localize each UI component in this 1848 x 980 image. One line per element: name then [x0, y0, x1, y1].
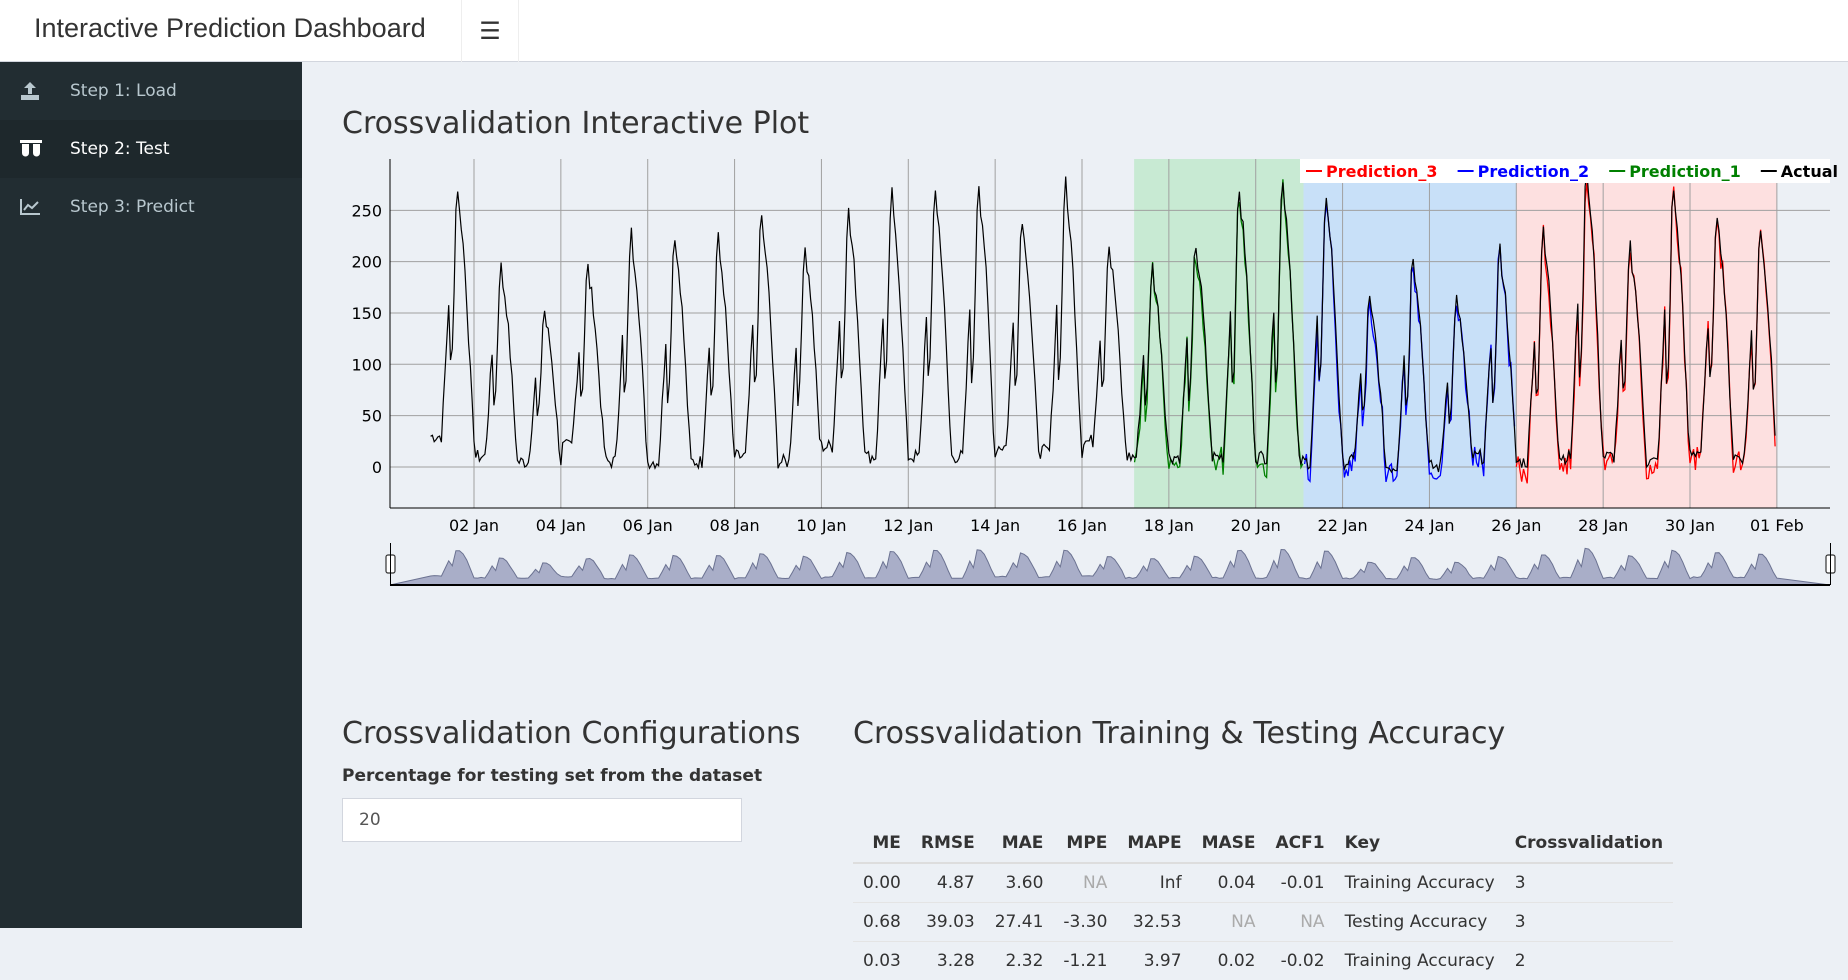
- table-cell: 32.53: [1117, 903, 1191, 942]
- top-header: Interactive Prediction Dashboard ☰: [0, 0, 1848, 62]
- sidebar-item-load[interactable]: Step 1: Load: [0, 62, 302, 120]
- x-tick-label: 30 Jan: [1665, 516, 1715, 535]
- sidebar-item-label: Step 3: Predict: [70, 197, 195, 217]
- sidebar-toggle-button[interactable]: ☰: [461, 0, 519, 62]
- y-tick-label: 150: [351, 304, 382, 323]
- column-header[interactable]: Key: [1335, 823, 1505, 863]
- table-cell: Testing Accuracy: [1335, 903, 1505, 942]
- app-title: Interactive Prediction Dashboard: [0, 0, 461, 62]
- table-cell: 3.28: [911, 942, 985, 980]
- x-tick-label: 20 Jan: [1231, 516, 1281, 535]
- table-cell: 3.97: [1117, 942, 1191, 980]
- sidebar-item-label: Step 1: Load: [70, 81, 177, 101]
- table-cell: 0.02: [1192, 942, 1266, 980]
- table-cell: Training Accuracy: [1335, 942, 1505, 980]
- column-header[interactable]: ME: [853, 823, 911, 863]
- x-tick-label: 08 Jan: [710, 516, 760, 535]
- x-tick-label: 12 Jan: [883, 516, 933, 535]
- column-header[interactable]: MPE: [1053, 823, 1117, 863]
- sidebar-item-label: Step 2: Test: [70, 139, 170, 159]
- table-cell: Inf: [1117, 863, 1191, 903]
- sidebar-item-predict[interactable]: Step 3: Predict: [0, 178, 302, 236]
- table-cell: NA: [1192, 903, 1266, 942]
- table-cell: Training Accuracy: [1335, 863, 1505, 903]
- crossvalidation-chart[interactable]: 0 50 100 150 200 250 02 Jan 04 Jan 06 Jan 08 Jan 1…: [342, 157, 1848, 757]
- legend-entry: Actual: [1781, 162, 1838, 181]
- sidebar: Step 1: Load Step 2: Test Step 3: Predic…: [0, 62, 302, 928]
- x-tick-label: 28 Jan: [1578, 516, 1628, 535]
- column-header[interactable]: MAPE: [1117, 823, 1191, 863]
- column-header[interactable]: RMSE: [911, 823, 985, 863]
- table-cell: NA: [1266, 903, 1335, 942]
- table-cell: 3: [1505, 903, 1673, 942]
- bars-icon: ☰: [479, 17, 501, 45]
- config-title: Crossvalidation Configurations: [342, 716, 801, 751]
- accuracy-title: Crossvalidation Training & Testing Accur…: [853, 716, 1505, 751]
- x-tick-label: 16 Jan: [1057, 516, 1107, 535]
- y-tick-label: 0: [372, 458, 382, 477]
- table-cell: NA: [1053, 863, 1117, 903]
- y-tick-label: 200: [351, 253, 382, 272]
- x-tick-label: 24 Jan: [1404, 516, 1454, 535]
- table-cell: 27.41: [985, 903, 1054, 942]
- table-cell: -3.30: [1053, 903, 1117, 942]
- upload-icon: [20, 82, 50, 100]
- x-tick-label: 26 Jan: [1491, 516, 1541, 535]
- x-tick-label: 18 Jan: [1144, 516, 1194, 535]
- y-tick-label: 250: [351, 201, 382, 220]
- table-cell: 3: [1505, 863, 1673, 903]
- column-header[interactable]: MASE: [1192, 823, 1266, 863]
- line-chart-icon: [20, 199, 50, 215]
- table-cell: 2: [1505, 942, 1673, 980]
- y-tick-label: 100: [351, 355, 382, 374]
- table-cell: 0.68: [853, 903, 911, 942]
- table-cell: 0.03: [853, 942, 911, 980]
- test-percentage-label: Percentage for testing set from the data…: [342, 766, 762, 786]
- plot-title: Crossvalidation Interactive Plot: [342, 106, 809, 141]
- legend-entry: Prediction_3: [1326, 162, 1438, 181]
- x-tick-label: 14 Jan: [970, 516, 1020, 535]
- x-tick-label: 04 Jan: [536, 516, 586, 535]
- x-tick-label: 22 Jan: [1318, 516, 1368, 535]
- x-tick-label: 02 Jan: [449, 516, 499, 535]
- table-cell: 0.00: [853, 863, 911, 903]
- column-header[interactable]: Crossvalidation: [1505, 823, 1673, 863]
- x-tick-label: 06 Jan: [623, 516, 673, 535]
- table-cell: 2.32: [985, 942, 1054, 980]
- x-tick-label: 10 Jan: [796, 516, 846, 535]
- column-header[interactable]: ACF1: [1266, 823, 1335, 863]
- flask-icon: [20, 140, 50, 158]
- table-cell: 0.04: [1192, 863, 1266, 903]
- main-content: Crossvalidation Interactive Plot 0 50 100 1…: [302, 62, 1848, 928]
- table-cell: 4.87: [911, 863, 985, 903]
- table-cell: 39.03: [911, 903, 985, 942]
- test-percentage-input[interactable]: [342, 798, 742, 842]
- table-cell: -1.21: [1053, 942, 1117, 980]
- x-tick-label: 01 Feb: [1750, 516, 1804, 535]
- table-cell: -0.02: [1266, 942, 1335, 980]
- table-cell: 3.60: [985, 863, 1054, 903]
- column-header[interactable]: MAE: [985, 823, 1054, 863]
- legend-entry: Prediction_1: [1629, 162, 1741, 181]
- y-tick-label: 50: [362, 407, 382, 426]
- chart-legend: Prediction_3 Prediction_2 Prediction_1 Actu…: [1300, 159, 1838, 183]
- table-cell: -0.01: [1266, 863, 1335, 903]
- legend-entry: Prediction_2: [1478, 162, 1590, 181]
- sidebar-item-test[interactable]: Step 2: Test: [0, 120, 302, 178]
